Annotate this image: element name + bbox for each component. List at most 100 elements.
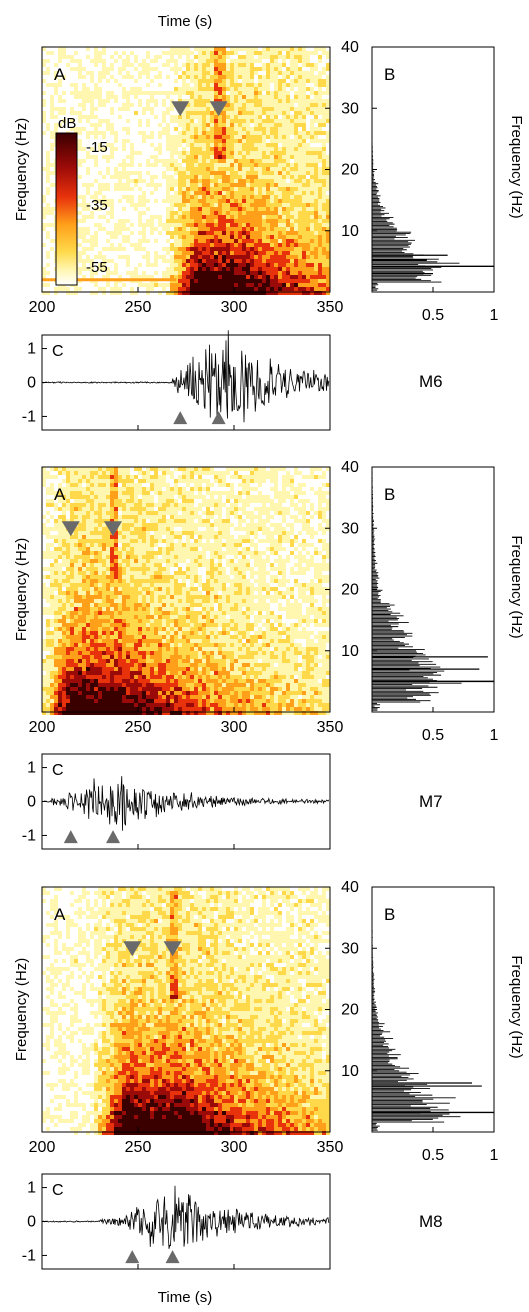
spectrogram-cell [282, 95, 286, 99]
spectrogram-cell [154, 239, 158, 243]
spectrogram-cell [94, 575, 98, 579]
spectrogram-cell [314, 287, 318, 291]
spectrogram-cell [142, 675, 146, 679]
spectrogram-cell [250, 179, 254, 183]
spectrogram-cell [262, 55, 266, 59]
spectrogram-cell [86, 267, 90, 271]
spectrogram-cell [94, 563, 98, 567]
spectrogram-cell [122, 63, 126, 67]
spectrogram-cell [62, 615, 66, 619]
spectrogram-cell [198, 147, 202, 151]
spectrogram-cell [114, 571, 118, 575]
spectrogram-cell [254, 207, 258, 211]
spectrogram-cell [322, 51, 326, 55]
spectrogram-cell [230, 59, 234, 63]
spectrogram-cell [230, 227, 234, 231]
spectrogram-cell [190, 191, 194, 195]
spectrogram-cell [190, 283, 194, 287]
spectrogram-cell [266, 87, 270, 91]
spectrogram-cell [194, 143, 198, 147]
spectrogram-cell [234, 59, 238, 63]
spectrogram-cell [242, 283, 246, 287]
spectrogram-cell [294, 83, 298, 87]
spectrogram-cell [262, 291, 266, 295]
spectrogram-cell [286, 67, 290, 71]
spectrogram-cell [90, 539, 94, 543]
spectrogram-cell [278, 195, 282, 199]
spectrogram-cell [294, 259, 298, 263]
spectrogram-cell [70, 511, 74, 515]
spectrogram-cell [258, 167, 262, 171]
spectrogram-cell [98, 487, 102, 491]
spectrogram-cell [306, 275, 310, 279]
spectrogram-cell [262, 279, 266, 283]
spectrogram-cell [294, 191, 298, 195]
spectrogram-cell [42, 467, 46, 471]
spectrogram-cell [302, 207, 306, 211]
spectrogram-cell [118, 163, 122, 167]
spectrogram-cell [142, 703, 146, 707]
spectrogram-cell [50, 607, 54, 611]
spectrogram-cell [214, 291, 218, 295]
spectrogram-cell [182, 195, 186, 199]
spectrogram-cell [290, 139, 294, 143]
spectrogram-cell [62, 527, 66, 531]
spectrogram-cell [302, 187, 306, 191]
spectrogram-cell [294, 235, 298, 239]
spectrogram-cell [310, 231, 314, 235]
spectrogram-cell [234, 119, 238, 123]
spectrogram-cell [178, 283, 182, 287]
spectrogram-cell [202, 91, 206, 95]
spectrogram-cell [118, 555, 122, 559]
spectrogram-cell [230, 187, 234, 191]
spectrogram-cell [290, 263, 294, 267]
spectrogram-cell [226, 139, 230, 143]
spectrogram-cell [118, 659, 122, 663]
spectrogram-cell [118, 703, 122, 707]
spectrogram-cell [110, 591, 114, 595]
spectrogram-cell [66, 651, 70, 655]
spectrogram-cell [42, 531, 46, 535]
spectrogram-cell [110, 611, 114, 615]
spectrogram-cell [238, 83, 242, 87]
spectrogram-cell [138, 535, 142, 539]
spectrogram-cell [182, 151, 186, 155]
spectrogram-cell [154, 99, 158, 103]
spectrogram-cell [250, 83, 254, 87]
spectrogram-cell [98, 675, 102, 679]
spectrogram-cell [294, 51, 298, 55]
spectrogram-cell [214, 227, 218, 231]
spectrogram-cell [118, 175, 122, 179]
spectrogram-cell [102, 275, 106, 279]
spectrogram-cell [230, 147, 234, 151]
spectrogram-cell [102, 571, 106, 575]
spectrogram-cell [290, 167, 294, 171]
spectrogram-cell [194, 279, 198, 283]
spectrogram-cell [202, 127, 206, 131]
spectrogram-cell [162, 287, 166, 291]
spectrogram-cell [122, 647, 126, 651]
spectrogram-cell [306, 259, 310, 263]
spectrogram-cell [78, 495, 82, 499]
spectrogram-cell [154, 251, 158, 255]
spectrogram-cell [62, 603, 66, 607]
spectrogram-cell [282, 247, 286, 251]
spectrogram-cell [126, 499, 130, 503]
spectrogram-cell [86, 99, 90, 103]
spectrogram-cell [178, 259, 182, 263]
spectrogram-cell [206, 163, 210, 167]
spectrogram-cell [310, 103, 314, 107]
spectrogram-cell [254, 87, 258, 91]
spectrogram-cell [186, 87, 190, 91]
spectrogram-cell [174, 219, 178, 223]
spectrogram-cell [142, 475, 146, 479]
spectrogram-cell [122, 283, 126, 287]
spectrogram-cell [282, 147, 286, 151]
spectrogram-cell [294, 283, 298, 287]
spectrogram-cell [138, 627, 142, 631]
spectrogram-cell [50, 223, 54, 227]
spectrogram-cell [98, 131, 102, 135]
spectrogram-cell [102, 647, 106, 651]
spectrogram-cell [70, 615, 74, 619]
spectrogram-cell [218, 199, 222, 203]
